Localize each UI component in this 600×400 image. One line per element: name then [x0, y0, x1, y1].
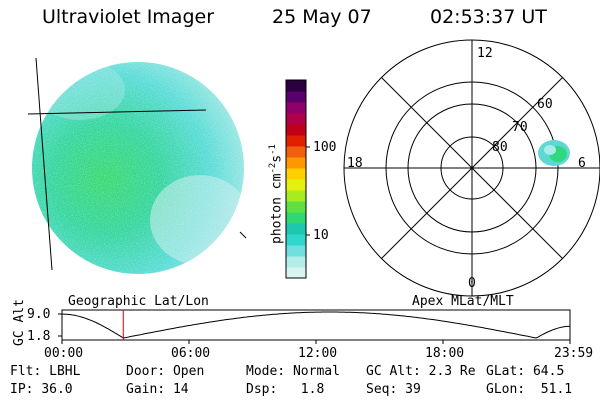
- colorbar-band: [286, 256, 306, 268]
- mlt-label-18: 18: [347, 156, 363, 171]
- status-glat-value: 64.5: [532, 364, 565, 379]
- status-ip: IP: 36.0: [10, 382, 73, 397]
- colorbar-band: [286, 190, 306, 202]
- status-gain-value: 14: [172, 382, 189, 397]
- status-ip-value: 36.0: [41, 382, 73, 397]
- status-seq-label: Seq:: [366, 382, 398, 397]
- status-door-value: Open: [172, 364, 205, 379]
- status-seq-value: 39: [405, 382, 421, 397]
- status-seq: Seq: 39: [366, 382, 421, 397]
- colorbar-band: [286, 146, 306, 158]
- orbit-x-tick-1200: 12:00: [298, 346, 338, 361]
- status-glat-label: GLat:: [486, 364, 526, 379]
- status-filter: Flt: LBHL: [10, 364, 80, 379]
- status-gc-alt: GC Alt: 2.3 Re: [366, 364, 476, 379]
- status-glon-label: GLon:: [486, 382, 526, 397]
- x-ticks: [61, 340, 571, 344]
- orbit-y-tick-9: 9.0: [27, 307, 51, 322]
- colorbar-band: [286, 113, 306, 125]
- colorbar-band: [286, 91, 306, 103]
- colorbar-band: [286, 212, 306, 224]
- colorbar-unit-label: photon cm-2s-1: [268, 144, 284, 244]
- colorbar-unit-text: photon cm: [269, 173, 285, 244]
- colorbar-unit-mid: s: [269, 154, 285, 163]
- auroral-blob: [538, 140, 570, 166]
- colorbar-unit-sup2: -1: [268, 144, 278, 155]
- orbit-axis-label: GC Alt: [12, 299, 27, 346]
- apex-label: Apex MLat/MLT: [412, 294, 514, 309]
- date-label: 25 May 07: [272, 6, 372, 28]
- status-dsp-value: 1.8: [300, 382, 325, 397]
- colorbar-band: [286, 267, 306, 279]
- colorbar-band: [286, 179, 306, 191]
- status-mode-value: Normal: [292, 364, 340, 379]
- orbit-y-tick-1-8: 1.8: [27, 329, 51, 344]
- mlt-label-12: 12: [477, 46, 493, 61]
- colorbar-band: [286, 245, 306, 257]
- mlat-label-80: 80: [492, 140, 508, 155]
- colorbar-label-10: 10: [313, 228, 329, 243]
- status-gain-label: Gain:: [126, 382, 166, 397]
- colorbar-band: [286, 234, 306, 246]
- status-glat: GLat: 64.5: [486, 364, 564, 379]
- status-filter-value: LBHL: [49, 364, 81, 379]
- status-gc-alt-value: 2.3 Re: [428, 364, 476, 379]
- color-scale-bar: [286, 80, 306, 279]
- colorbar-band: [286, 124, 306, 136]
- uv-image-globe: [27, 57, 247, 274]
- status-dsp-label: Dsp:: [246, 382, 278, 397]
- orbit-x-tick-1800: 18:00: [425, 346, 465, 361]
- colorbar-band: [286, 157, 306, 169]
- colorbar-band: [286, 201, 306, 213]
- color-scale-frame: [285, 79, 307, 279]
- polar-grid: [343, 39, 600, 297]
- colorbar-label-100: 100: [313, 140, 337, 155]
- orbit-altitude-curve: [62, 311, 571, 339]
- mlat-label-70: 70: [512, 120, 528, 135]
- mlat-label-60: 60: [537, 97, 553, 112]
- colorbar-band: [286, 168, 306, 180]
- status-gc-alt-label: GC Alt:: [366, 364, 421, 379]
- status-filter-label: Flt:: [10, 364, 42, 379]
- instrument-title: Ultraviolet Imager: [42, 6, 215, 28]
- status-door: Door: Open: [126, 364, 204, 379]
- colorbar-band: [286, 135, 306, 147]
- orbit-x-tick-0000: 00:00: [44, 346, 84, 361]
- colorbar-band: [286, 223, 306, 235]
- orbit-x-tick-0600: 06:00: [171, 346, 211, 361]
- colorbar-band: [286, 102, 306, 114]
- colorbar-unit-sup1: -2: [268, 162, 278, 174]
- mlt-label-6: 6: [578, 156, 586, 171]
- status-dsp: Dsp: 1.8: [246, 382, 324, 397]
- status-mode-label: Mode:: [246, 364, 286, 379]
- mlt-label-0: 0: [468, 276, 476, 291]
- orbit-x-tick-2359: 23:59: [554, 346, 594, 361]
- status-door-label: Door:: [126, 364, 166, 379]
- status-ip-label: IP:: [10, 382, 34, 397]
- status-glon: GLon: 51.1: [486, 382, 572, 397]
- time-label: 02:53:37 UT: [430, 6, 547, 28]
- colorbar-band: [286, 80, 306, 92]
- status-glon-value: 51.1: [540, 382, 573, 397]
- geographic-label: Geographic Lat/Lon: [68, 294, 209, 309]
- status-gain: Gain: 14: [126, 382, 189, 397]
- status-mode: Mode: Normal: [246, 364, 340, 379]
